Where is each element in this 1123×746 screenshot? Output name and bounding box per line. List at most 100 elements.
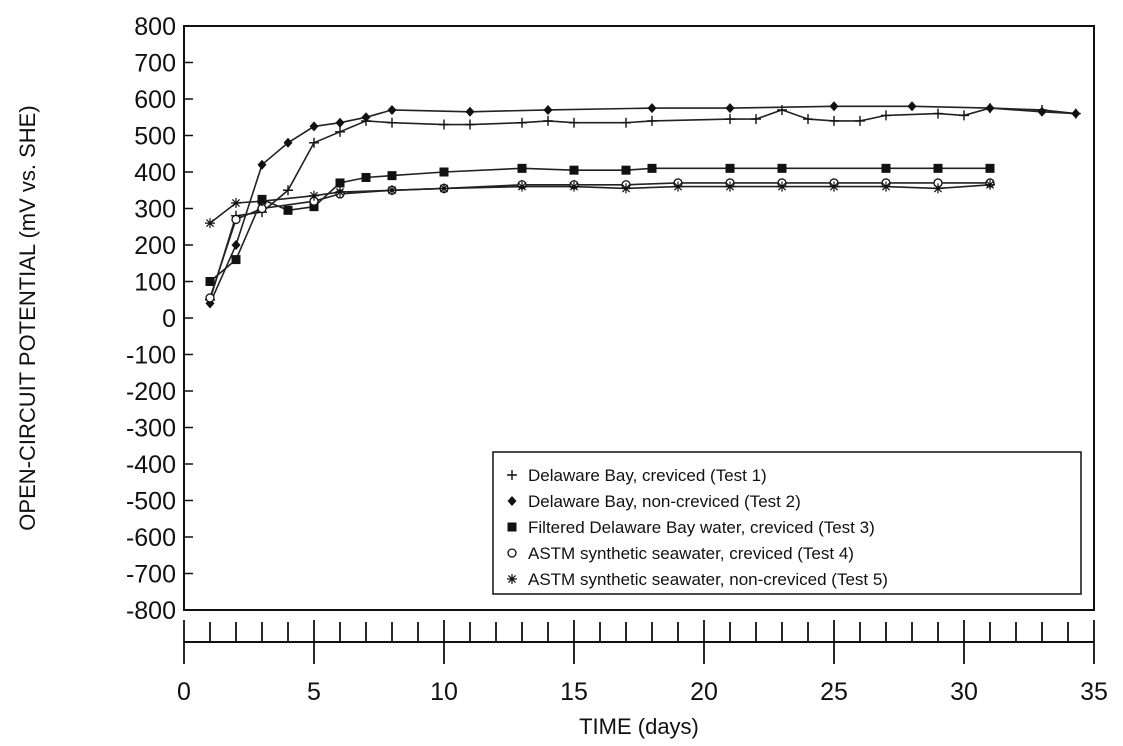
square-marker: [933, 163, 943, 173]
x-tick-label: 20: [690, 678, 718, 706]
plus-marker: [517, 117, 527, 128]
x-tick-label: 25: [820, 678, 848, 706]
square-marker: [439, 167, 449, 177]
y-tick-label: -200: [126, 378, 176, 406]
series-layer: [205, 101, 1081, 309]
asterisk-marker: [335, 187, 345, 198]
diamond-marker: [725, 103, 735, 114]
plus-marker: [881, 110, 891, 121]
y-tick-label: 800: [134, 13, 176, 41]
plus-marker: [283, 185, 293, 196]
square-marker: [387, 171, 397, 181]
y-tick-label: 200: [134, 232, 176, 260]
plus-marker: [621, 117, 631, 128]
asterisk-marker: [829, 181, 839, 192]
square-marker: [517, 163, 527, 173]
x-axis: 0 5 10 15 20 25 30 35: [177, 620, 1108, 706]
asterisk-marker: [517, 181, 527, 192]
square-marker: [361, 172, 371, 182]
plus-marker: [803, 114, 813, 125]
x-tick-label: 0: [177, 678, 191, 706]
diamond-marker: [543, 104, 553, 115]
y-axis-title: OPEN-CIRCUIT POTENTIAL (mV vs. SHE): [15, 105, 40, 530]
asterisk-marker: [231, 198, 241, 209]
y-tick-label: -100: [126, 342, 176, 370]
y-tick-label: -700: [126, 561, 176, 589]
asterisk-marker: [387, 185, 397, 196]
y-tick-label: -600: [126, 524, 176, 552]
square-marker: [309, 202, 319, 212]
series-group: [205, 179, 995, 229]
asterisk-marker: [985, 179, 995, 190]
square-marker: [205, 277, 215, 286]
y-tick-label: 600: [134, 86, 176, 114]
plus-marker: [751, 114, 761, 125]
square-marker: [777, 163, 787, 173]
series-line: [209, 107, 1076, 301]
plus-marker: [309, 137, 319, 148]
legend: Delaware Bay, creviced (Test 1) Delaware …: [492, 451, 1082, 595]
plus-marker: [439, 119, 449, 130]
y-tick-label: 500: [134, 123, 176, 151]
diamond-marker: [829, 101, 839, 112]
y-tick-label: 300: [134, 196, 176, 224]
asterisk-marker: [777, 181, 787, 192]
square-marker: [725, 163, 735, 173]
asterisk-marker: [881, 181, 891, 192]
square-marker: [881, 163, 891, 173]
square-marker: [569, 165, 579, 175]
plus-marker: [933, 108, 943, 119]
plus-marker: [725, 114, 735, 125]
legend-entry-label: ASTM synthetic seawater, non-creviced (T…: [528, 570, 888, 589]
x-tick-label: 35: [1080, 678, 1108, 706]
x-tick-label: 30: [950, 678, 978, 706]
y-tick-label: -400: [126, 451, 176, 479]
series-group: [205, 103, 1081, 305]
plus-marker: [647, 115, 657, 126]
diamond-marker: [907, 101, 917, 112]
diamond-marker: [309, 121, 319, 132]
series-group: [205, 101, 1081, 309]
asterisk-marker: [309, 190, 319, 201]
series-line: [209, 182, 990, 299]
legend-entry-label: Delaware Bay, creviced (Test 1): [528, 466, 767, 485]
x-axis-title: TIME (days): [579, 714, 699, 739]
asterisk-marker: [257, 196, 267, 207]
x-tick-label: 10: [430, 678, 458, 706]
x-tick-label: 15: [560, 678, 588, 706]
diamond-marker: [361, 112, 371, 123]
square-marker: [283, 205, 293, 215]
square-marker: [621, 165, 631, 175]
legend-box: [492, 451, 1082, 595]
diamond-marker: [1037, 106, 1047, 117]
asterisk-marker: [725, 181, 735, 192]
asterisk-marker: [205, 218, 215, 229]
asterisk-marker: [507, 574, 517, 584]
y-tick-label: -300: [126, 415, 176, 443]
diamond-marker: [507, 496, 517, 506]
square-marker: [335, 178, 345, 188]
y-tick-label: -500: [126, 488, 176, 516]
diamond-marker: [335, 117, 345, 128]
plus-marker: [855, 115, 865, 126]
asterisk-marker: [673, 181, 683, 192]
diamond-marker: [465, 106, 475, 117]
diamond-marker: [1071, 108, 1081, 119]
square-marker: [231, 255, 241, 265]
square-marker: [507, 522, 517, 532]
diamond-marker: [231, 240, 241, 250]
circle-marker: [507, 548, 517, 558]
plus-marker: [543, 115, 553, 126]
circle-marker: [231, 214, 241, 225]
plus-marker: [465, 119, 475, 130]
y-tick-label: 100: [134, 269, 176, 297]
diamond-marker: [257, 159, 267, 170]
x-tick-label: 5: [307, 678, 321, 706]
asterisk-marker: [933, 183, 943, 194]
asterisk-marker: [439, 183, 449, 194]
y-axis: 800 700 600 500 400 300 200 100 0 -100 -200 -300 -40…: [126, 13, 193, 625]
plus-marker: [387, 117, 397, 128]
square-marker: [647, 163, 657, 173]
y-tick-label: 400: [134, 159, 176, 187]
asterisk-marker: [569, 181, 579, 192]
